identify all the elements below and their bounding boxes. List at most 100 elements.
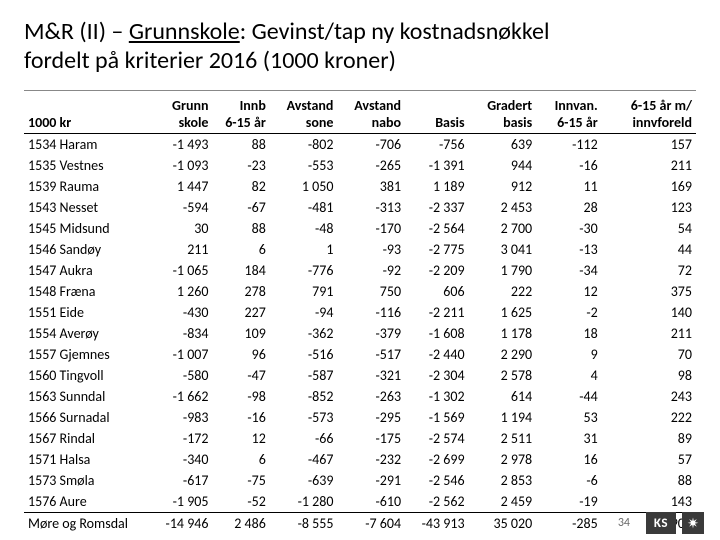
col-header: Basis bbox=[405, 93, 469, 134]
cell: -43 913 bbox=[405, 512, 469, 534]
row-label: 1551 Eide bbox=[24, 302, 145, 323]
cell: 109 bbox=[212, 323, 269, 344]
cell: 35 020 bbox=[469, 512, 537, 534]
col-header: Avstandnabo bbox=[337, 93, 405, 134]
cell: -516 bbox=[270, 344, 338, 365]
row-label: 1546 Sandøy bbox=[24, 239, 145, 260]
cell: -340 bbox=[145, 449, 213, 470]
cell: -2 304 bbox=[405, 365, 469, 386]
cell: 606 bbox=[405, 281, 469, 302]
cell: 88 bbox=[212, 218, 269, 239]
cell: -1 391 bbox=[405, 155, 469, 176]
table-row: 1548 Fræna1 26027879175060622212375 bbox=[24, 281, 696, 302]
slide-title: M&R (II) – Grunnskole: Gevinst/tap ny ko… bbox=[24, 18, 696, 76]
table-row: 1563 Sunndal-1 662-98-852-263-1 302614-4… bbox=[24, 386, 696, 407]
cell: 222 bbox=[602, 407, 696, 428]
cell: -47 bbox=[212, 365, 269, 386]
cell: -983 bbox=[145, 407, 213, 428]
cell: -6 bbox=[536, 470, 602, 491]
cell: -23 bbox=[212, 155, 269, 176]
footer: 34 KS ✷ bbox=[618, 512, 704, 534]
cell: 30 bbox=[145, 218, 213, 239]
data-table: 1000 krGrunnskoleInnb6-15 årAvstandsoneA… bbox=[24, 93, 696, 534]
cell: -44 bbox=[536, 386, 602, 407]
table-row: 1571 Halsa-3406-467-232-2 6992 9781657 bbox=[24, 449, 696, 470]
cell: 1 625 bbox=[469, 302, 537, 323]
table-row: 1543 Nesset-594-67-481-313-2 3372 453281… bbox=[24, 197, 696, 218]
cell: 375 bbox=[602, 281, 696, 302]
cell: -776 bbox=[270, 260, 338, 281]
cell: -1 493 bbox=[145, 133, 213, 155]
cell: 96 bbox=[212, 344, 269, 365]
cell: 6 bbox=[212, 449, 269, 470]
cell: 750 bbox=[337, 281, 405, 302]
row-label: 1560 Tingvoll bbox=[24, 365, 145, 386]
cell: 88 bbox=[212, 133, 269, 155]
cell: 54 bbox=[602, 218, 696, 239]
row-label: 1563 Sunndal bbox=[24, 386, 145, 407]
cell: 143 bbox=[602, 491, 696, 513]
title-line2: fordelt på kriterier 2016 (1000 kroner) bbox=[24, 46, 396, 75]
title-suffix: : Gevinst/tap ny kostnadsnøkkel bbox=[240, 17, 550, 46]
cell: -2 564 bbox=[405, 218, 469, 239]
cell: -362 bbox=[270, 323, 338, 344]
cell: -13 bbox=[536, 239, 602, 260]
cell: -2 440 bbox=[405, 344, 469, 365]
cell: 28 bbox=[536, 197, 602, 218]
ks-logo: KS bbox=[646, 512, 676, 534]
cell: 912 bbox=[469, 176, 537, 197]
cell: -553 bbox=[270, 155, 338, 176]
row-label: 1545 Midsund bbox=[24, 218, 145, 239]
cell: -379 bbox=[337, 323, 405, 344]
table-row: 1547 Aukra-1 065184-776-92-2 2091 790-34… bbox=[24, 260, 696, 281]
table-row: 1557 Gjemnes-1 00796-516-517-2 4402 2909… bbox=[24, 344, 696, 365]
table-head: 1000 krGrunnskoleInnb6-15 årAvstandsoneA… bbox=[24, 93, 696, 134]
cell: 2 511 bbox=[469, 428, 537, 449]
cell: 12 bbox=[536, 281, 602, 302]
cell: 31 bbox=[536, 428, 602, 449]
row-label: 1547 Aukra bbox=[24, 260, 145, 281]
cell: 6 bbox=[212, 239, 269, 260]
cell: -2 337 bbox=[405, 197, 469, 218]
cell: 2 459 bbox=[469, 491, 537, 513]
cell: 16 bbox=[536, 449, 602, 470]
cell: -313 bbox=[337, 197, 405, 218]
row-label: 1539 Rauma bbox=[24, 176, 145, 197]
cell: 72 bbox=[602, 260, 696, 281]
cell: -2 bbox=[536, 302, 602, 323]
row-label: 1567 Rindal bbox=[24, 428, 145, 449]
table-body: 1534 Haram-1 49388-802-706-756639-112157… bbox=[24, 133, 696, 534]
col-header: 6-15 år m/innvforeld bbox=[602, 93, 696, 134]
row-label: 1554 Averøy bbox=[24, 323, 145, 344]
cell: 1 bbox=[270, 239, 338, 260]
col-header: 1000 kr bbox=[24, 93, 145, 134]
table-row: 1535 Vestnes-1 093-23-553-265-1 391944-1… bbox=[24, 155, 696, 176]
cell: 4 bbox=[536, 365, 602, 386]
row-label: 1543 Nesset bbox=[24, 197, 145, 218]
table-row: 1539 Rauma1 447821 0503811 18991211169 bbox=[24, 176, 696, 197]
row-label: 1571 Halsa bbox=[24, 449, 145, 470]
ks-logo-icon: ✷ bbox=[682, 512, 704, 534]
cell: -573 bbox=[270, 407, 338, 428]
cell: -93 bbox=[337, 239, 405, 260]
cell: -34 bbox=[536, 260, 602, 281]
cell: -67 bbox=[212, 197, 269, 218]
cell: -321 bbox=[337, 365, 405, 386]
cell: 227 bbox=[212, 302, 269, 323]
cell: -263 bbox=[337, 386, 405, 407]
cell: 2 290 bbox=[469, 344, 537, 365]
row-label: Møre og Romsdal bbox=[24, 512, 145, 534]
col-header: Avstandsone bbox=[270, 93, 338, 134]
cell: 211 bbox=[602, 155, 696, 176]
cell: 2 853 bbox=[469, 470, 537, 491]
cell: -291 bbox=[337, 470, 405, 491]
cell: -1 093 bbox=[145, 155, 213, 176]
cell: 3 041 bbox=[469, 239, 537, 260]
cell: -1 007 bbox=[145, 344, 213, 365]
cell: 2 578 bbox=[469, 365, 537, 386]
cell: 2 700 bbox=[469, 218, 537, 239]
cell: -2 574 bbox=[405, 428, 469, 449]
slide: M&R (II) – Grunnskole: Gevinst/tap ny ko… bbox=[0, 0, 720, 540]
cell: 12 bbox=[212, 428, 269, 449]
title-prefix: M&R (II) – bbox=[24, 17, 129, 46]
